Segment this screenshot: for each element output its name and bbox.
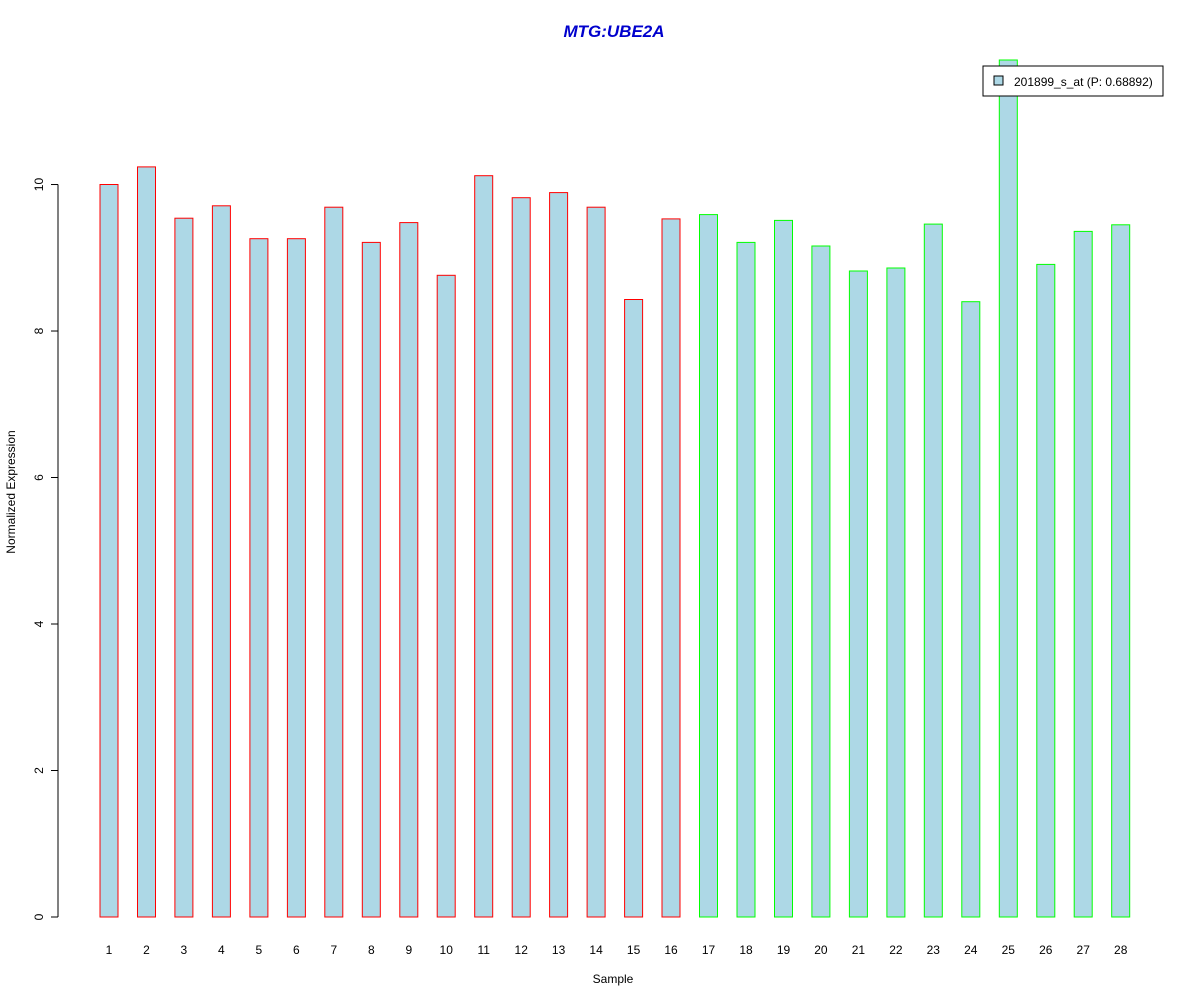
- x-tick-label: 8: [368, 943, 375, 957]
- y-axis-title: Normalized Expression: [4, 430, 18, 553]
- x-tick-label: 18: [739, 943, 753, 957]
- legend: 201899_s_at (P: 0.68892): [982, 65, 1164, 97]
- bar-sample-4: [211, 205, 231, 918]
- x-tick-label: 3: [181, 943, 188, 957]
- bar-sample-16: [661, 218, 681, 918]
- bar-sample-2: [137, 166, 156, 918]
- x-tick-label: 22: [889, 943, 903, 957]
- chart-title: MTG:UBE2A: [563, 22, 664, 41]
- x-tick-label: 6: [293, 943, 300, 957]
- x-tick-label: 9: [405, 943, 412, 957]
- y-tick-label: 10: [32, 178, 46, 192]
- x-tick-label: 14: [589, 943, 603, 957]
- y-axis: 0 2 4 6 8 10: [32, 178, 59, 920]
- bar-sample-3: [174, 217, 194, 918]
- y-tick-label: 8: [32, 327, 46, 334]
- bar-sample-13: [549, 192, 569, 918]
- x-tick-label: 15: [627, 943, 641, 957]
- bar-sample-6: [286, 238, 306, 918]
- bar-sample-11: [474, 175, 494, 918]
- x-tick-label: 17: [702, 943, 716, 957]
- bar-sample-18: [736, 241, 756, 918]
- x-tick-label: 25: [1002, 943, 1016, 957]
- bar-sample-9: [399, 222, 419, 918]
- bar-sample-25: [998, 59, 1018, 918]
- x-tick-label: 10: [440, 943, 454, 957]
- x-tick-labels: 1 2 3 4 5 6 7 8 9 10 11 12 13 14 15 16 17 18 19 20 21 22 23 24 2…: [106, 943, 1128, 957]
- x-tick-label: 7: [330, 943, 337, 957]
- bar-sample-17: [699, 214, 718, 918]
- bar-sample-7: [324, 206, 344, 918]
- legend-label: 201899_s_at (P: 0.68892): [1014, 75, 1153, 89]
- x-tick-label: 12: [515, 943, 529, 957]
- x-axis-title: Sample: [593, 972, 634, 986]
- y-tick-label: 0: [32, 913, 46, 920]
- bar-sample-12: [511, 197, 531, 918]
- bar-sample-20: [811, 245, 831, 918]
- legend-box: [982, 65, 1164, 97]
- bar-sample-26: [1036, 263, 1056, 918]
- bar-sample-27: [1073, 230, 1093, 918]
- x-tick-label: 24: [964, 943, 978, 957]
- x-tick-label: 4: [218, 943, 225, 957]
- x-tick-label: 21: [852, 943, 866, 957]
- x-tick-label: 26: [1039, 943, 1053, 957]
- x-tick-label: 13: [552, 943, 566, 957]
- legend-swatch: [993, 75, 1004, 86]
- x-tick-label: 1: [106, 943, 113, 957]
- bar-sample-24: [961, 301, 981, 918]
- bar-sample-14: [586, 206, 606, 918]
- x-tick-label: 5: [256, 943, 263, 957]
- bar-sample-10: [436, 274, 456, 918]
- bar-sample-23: [923, 223, 943, 918]
- x-tick-label: 23: [927, 943, 941, 957]
- x-tick-label: 20: [814, 943, 828, 957]
- x-tick-label: 11: [477, 943, 490, 957]
- y-tick-label: 4: [32, 620, 46, 627]
- x-tick-label: 2: [143, 943, 150, 957]
- x-tick-label: 27: [1077, 943, 1091, 957]
- bar-sample-8: [361, 241, 381, 918]
- bar-sample-28: [1111, 224, 1131, 918]
- bar-sample-1: [99, 184, 119, 918]
- x-tick-label: 16: [664, 943, 678, 957]
- y-tick-label: 6: [32, 474, 46, 481]
- bar-sample-22: [886, 267, 906, 918]
- bar-sample-19: [774, 219, 793, 918]
- bar-sample-15: [624, 299, 644, 918]
- x-tick-label: 28: [1114, 943, 1128, 957]
- bar-sample-21: [848, 270, 868, 918]
- x-tick-label: 19: [777, 943, 791, 957]
- bar-sample-5: [249, 238, 269, 918]
- bars-group: [99, 59, 1131, 918]
- y-tick-label: 2: [32, 767, 46, 774]
